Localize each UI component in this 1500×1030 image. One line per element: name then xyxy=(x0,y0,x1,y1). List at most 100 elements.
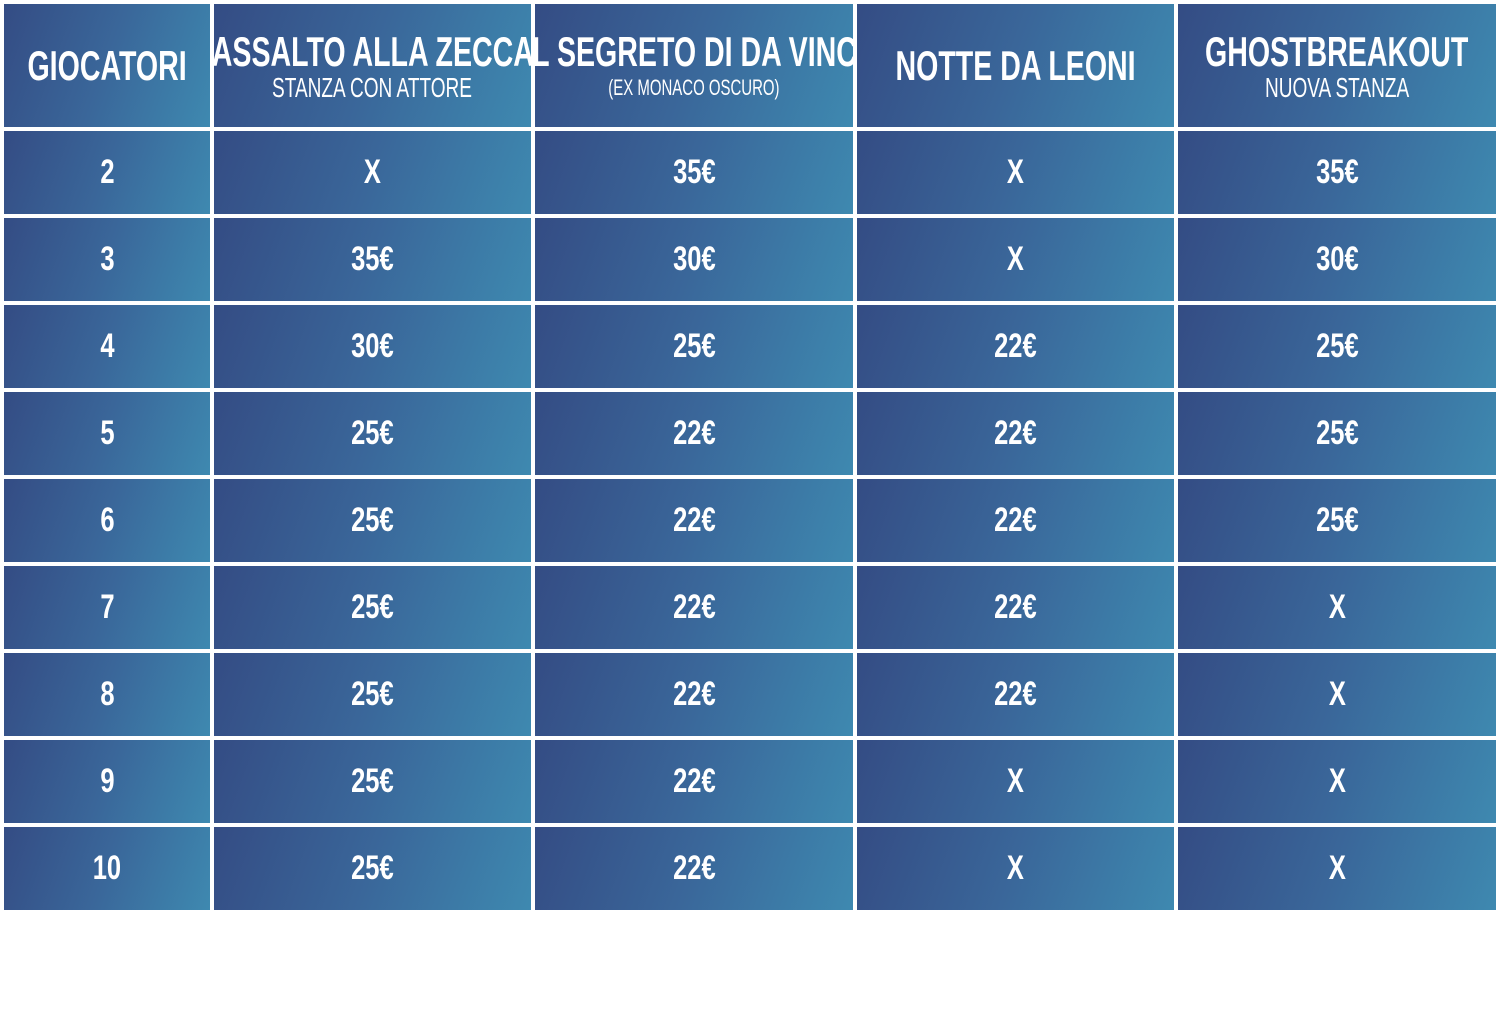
price: 35€ xyxy=(672,153,716,191)
players-cell: 3 xyxy=(4,218,210,301)
price: X xyxy=(1328,588,1346,626)
players-cell: 6 xyxy=(4,479,210,562)
header-title: IL SEGRETO DI DA VINCI xyxy=(535,27,853,75)
price: X xyxy=(1006,762,1025,800)
players-count: 4 xyxy=(99,327,115,365)
players-cell: 9 xyxy=(4,740,210,823)
price: 25€ xyxy=(1315,501,1359,539)
players-count: 6 xyxy=(99,501,115,539)
players-count: 5 xyxy=(99,414,115,452)
price-cell: 22€ xyxy=(535,479,853,562)
price-cell: 35€ xyxy=(535,131,853,214)
price: X xyxy=(1006,240,1025,278)
price: 25€ xyxy=(351,588,394,626)
price: 25€ xyxy=(351,414,394,452)
players-count: 3 xyxy=(99,240,115,278)
price-cell: 30€ xyxy=(535,218,853,301)
price-cell: 25€ xyxy=(535,305,853,388)
price-cell: 25€ xyxy=(1178,305,1496,388)
players-count: 8 xyxy=(99,675,115,713)
price: 22€ xyxy=(994,501,1037,539)
price-cell: 22€ xyxy=(535,827,853,910)
price-cell: 30€ xyxy=(1178,218,1496,301)
players-count: 9 xyxy=(99,762,115,800)
header-title: ASSALTO ALLA ZECCA xyxy=(214,27,531,75)
players-cell: 2 xyxy=(4,131,210,214)
price: 22€ xyxy=(672,588,716,626)
header-subtitle: NUOVA STANZA xyxy=(1264,71,1410,103)
price-cell: X xyxy=(1178,566,1496,649)
price-cell: X xyxy=(857,218,1174,301)
price: 25€ xyxy=(351,501,394,539)
price: 35€ xyxy=(351,240,394,278)
price: 22€ xyxy=(672,501,716,539)
players-cell: 7 xyxy=(4,566,210,649)
price-cell: 35€ xyxy=(214,218,531,301)
header-title: GIOCATORI xyxy=(27,41,187,89)
price: 25€ xyxy=(351,675,394,713)
header-cell: NOTTE DA LEONI xyxy=(857,4,1174,127)
price-table: GIOCATORI ASSALTO ALLA ZECCA STANZA CON AT… xyxy=(4,4,1496,910)
price: 22€ xyxy=(994,414,1037,452)
price-cell: 22€ xyxy=(857,479,1174,562)
price-cell: X xyxy=(214,131,531,214)
header-cell: IL SEGRETO DI DA VINCI (EX MONACO OSCURO) xyxy=(535,4,853,127)
price: 22€ xyxy=(994,327,1037,365)
price: X xyxy=(1328,762,1346,800)
price-cell: 22€ xyxy=(857,653,1174,736)
players-cell: 5 xyxy=(4,392,210,475)
price-cell: 22€ xyxy=(857,566,1174,649)
header-title: GHOSTBREAKOUT xyxy=(1205,27,1469,75)
price: X xyxy=(363,153,382,191)
price: X xyxy=(1328,849,1346,887)
price: 22€ xyxy=(672,849,716,887)
price: 25€ xyxy=(1315,414,1359,452)
header-subtitle: (EX MONACO OSCURO) xyxy=(608,74,780,100)
price: 22€ xyxy=(672,675,716,713)
price: 22€ xyxy=(994,675,1037,713)
price-cell: X xyxy=(857,740,1174,823)
players-cell: 10 xyxy=(4,827,210,910)
price-cell: 22€ xyxy=(535,740,853,823)
price: X xyxy=(1328,675,1346,713)
price-cell: 22€ xyxy=(535,392,853,475)
price-cell: 25€ xyxy=(214,653,531,736)
price-cell: X xyxy=(1178,827,1496,910)
price-cell: X xyxy=(857,827,1174,910)
players-count: 2 xyxy=(99,153,115,191)
price-cell: 25€ xyxy=(214,827,531,910)
price: 30€ xyxy=(672,240,716,278)
price-cell: 25€ xyxy=(1178,479,1496,562)
price-cell: 25€ xyxy=(214,566,531,649)
price: 30€ xyxy=(1315,240,1359,278)
price-cell: 22€ xyxy=(535,653,853,736)
price: 25€ xyxy=(351,849,394,887)
header-title: NOTTE DA LEONI xyxy=(895,41,1136,89)
players-count: 10 xyxy=(92,849,122,887)
price: X xyxy=(1006,153,1025,191)
header-subtitle: STANZA CON ATTORE xyxy=(272,71,473,103)
price: 30€ xyxy=(351,327,394,365)
price: 25€ xyxy=(351,762,394,800)
price-cell: X xyxy=(1178,740,1496,823)
players-count: 7 xyxy=(99,588,115,626)
header-cell: GIOCATORI xyxy=(4,4,210,127)
header-cell: ASSALTO ALLA ZECCA STANZA CON ATTORE xyxy=(214,4,531,127)
price-cell: X xyxy=(857,131,1174,214)
players-cell: 4 xyxy=(4,305,210,388)
price-cell: 22€ xyxy=(535,566,853,649)
price: 35€ xyxy=(1315,153,1359,191)
price-cell: 25€ xyxy=(214,392,531,475)
price-cell: X xyxy=(1178,653,1496,736)
price-cell: 30€ xyxy=(214,305,531,388)
price: 25€ xyxy=(672,327,716,365)
price-cell: 25€ xyxy=(214,740,531,823)
price: 25€ xyxy=(1315,327,1359,365)
price-cell: 25€ xyxy=(214,479,531,562)
players-cell: 8 xyxy=(4,653,210,736)
price-cell: 22€ xyxy=(857,305,1174,388)
price-cell: 35€ xyxy=(1178,131,1496,214)
price: 22€ xyxy=(994,588,1037,626)
price: 22€ xyxy=(672,414,716,452)
